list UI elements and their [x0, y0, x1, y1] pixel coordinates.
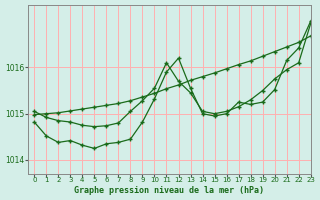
X-axis label: Graphe pression niveau de la mer (hPa): Graphe pression niveau de la mer (hPa) — [75, 186, 265, 195]
